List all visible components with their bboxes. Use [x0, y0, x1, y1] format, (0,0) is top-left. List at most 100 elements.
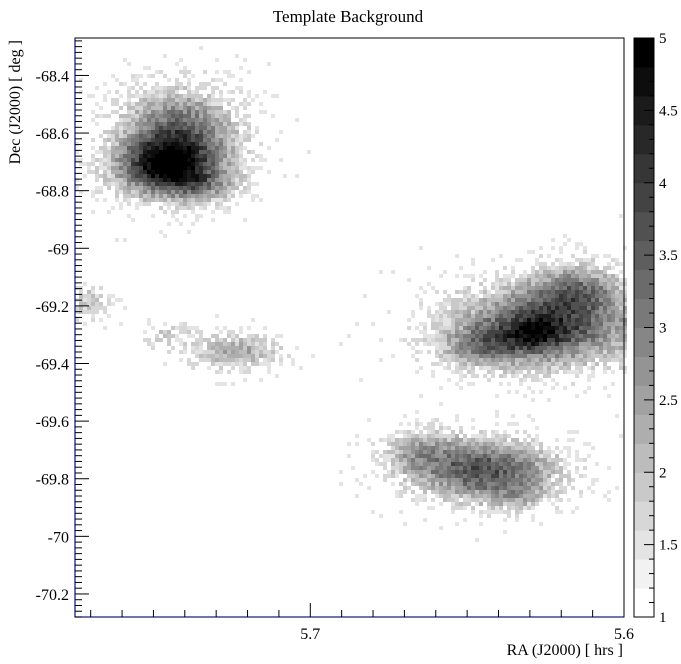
heatmap-cell [199, 206, 203, 210]
heatmap-cell [459, 358, 463, 362]
heatmap-cell [123, 166, 127, 170]
heatmap-cell [511, 334, 515, 338]
heatmap-cell [143, 98, 147, 102]
heatmap-cell [451, 334, 455, 338]
heatmap-cell [195, 218, 199, 222]
heatmap-cell [519, 470, 523, 474]
heatmap-cell [539, 262, 543, 266]
heatmap-cell [459, 454, 463, 458]
heatmap-cell [191, 350, 195, 354]
heatmap-cell [135, 102, 139, 106]
heatmap-cell [535, 502, 539, 506]
heatmap-cell [187, 106, 191, 110]
heatmap-cell [99, 114, 103, 118]
heatmap-cell [427, 442, 431, 446]
y-tick-label: -68.6 [36, 126, 69, 143]
heatmap-cell [291, 362, 295, 366]
heatmap-cell [527, 470, 531, 474]
heatmap-cell [607, 346, 611, 350]
heatmap-cell [99, 158, 103, 162]
heatmap-cell [611, 354, 615, 358]
heatmap-cell [179, 202, 183, 206]
heatmap-cell [579, 282, 583, 286]
heatmap-cell [587, 274, 591, 278]
heatmap-cell [135, 90, 139, 94]
heatmap-cell [151, 194, 155, 198]
heatmap-cell [423, 342, 427, 346]
heatmap-cell [119, 82, 123, 86]
heatmap-cell [111, 162, 115, 166]
heatmap-cell [231, 382, 235, 386]
heatmap-cell [123, 138, 127, 142]
heatmap-cell [451, 430, 455, 434]
heatmap-cell [231, 122, 235, 126]
heatmap-cell [195, 338, 199, 342]
heatmap-cell [527, 306, 531, 310]
heatmap-cell [175, 178, 179, 182]
heatmap-cell [563, 326, 567, 330]
heatmap-cell [531, 438, 535, 442]
heatmap-cell [399, 510, 403, 514]
heatmap-cell [403, 462, 407, 466]
heatmap-cell [543, 274, 547, 278]
heatmap-cell [607, 466, 611, 470]
heatmap-cell [195, 102, 199, 106]
heatmap-cell [455, 450, 459, 454]
heatmap-cell [451, 502, 455, 506]
heatmap-cell [87, 306, 91, 310]
heatmap-cell [499, 326, 503, 330]
heatmap-cell [139, 198, 143, 202]
heatmap-cell [467, 478, 471, 482]
heatmap-cell [187, 198, 191, 202]
heatmap-cell [183, 198, 187, 202]
heatmap-cell [503, 434, 507, 438]
heatmap-cell [515, 390, 519, 394]
heatmap-cell [195, 342, 199, 346]
heatmap-cell [199, 106, 203, 110]
heatmap-cell [463, 326, 467, 330]
heatmap-cell [503, 322, 507, 326]
heatmap-cell [239, 138, 243, 142]
heatmap-cell [587, 342, 591, 346]
heatmap-cell [431, 486, 435, 490]
heatmap-cell [475, 538, 479, 542]
heatmap-cell [183, 174, 187, 178]
heatmap-cell [255, 338, 259, 342]
heatmap-cell [479, 318, 483, 322]
heatmap-cell [479, 522, 483, 526]
colorbar-tick-label: 3 [659, 321, 667, 337]
heatmap-cell [427, 266, 431, 270]
heatmap-cell [495, 462, 499, 466]
heatmap-cell [539, 306, 543, 310]
heatmap-cell [91, 170, 95, 174]
heatmap-cell [391, 474, 395, 478]
heatmap-cell [523, 302, 527, 306]
heatmap-cell [231, 106, 235, 110]
y-axis-label: Dec (J2000) [ deg ] [7, 40, 24, 164]
heatmap-cell [599, 326, 603, 330]
heatmap-cell [499, 362, 503, 366]
heatmap-cell [439, 486, 443, 490]
heatmap-cell [199, 122, 203, 126]
heatmap-cell [619, 342, 623, 346]
heatmap-cell [495, 414, 499, 418]
heatmap-cell [591, 262, 595, 266]
heatmap-cell [579, 318, 583, 322]
heatmap-cell [203, 114, 207, 118]
heatmap-cell [251, 318, 255, 322]
heatmap-cell [495, 502, 499, 506]
heatmap-cell [479, 338, 483, 342]
heatmap-cell [539, 498, 543, 502]
heatmap-cell [587, 334, 591, 338]
heatmap-cell [551, 326, 555, 330]
heatmap-cell [495, 510, 499, 514]
heatmap-cell [619, 362, 623, 366]
heatmap-cell [523, 486, 527, 490]
heatmap-cell [471, 454, 475, 458]
heatmap-cell [191, 118, 195, 122]
heatmap-cell [507, 422, 511, 426]
heatmap-cell [463, 478, 467, 482]
heatmap-cell [167, 114, 171, 118]
heatmap-cell [175, 166, 179, 170]
heatmap-cell [215, 178, 219, 182]
